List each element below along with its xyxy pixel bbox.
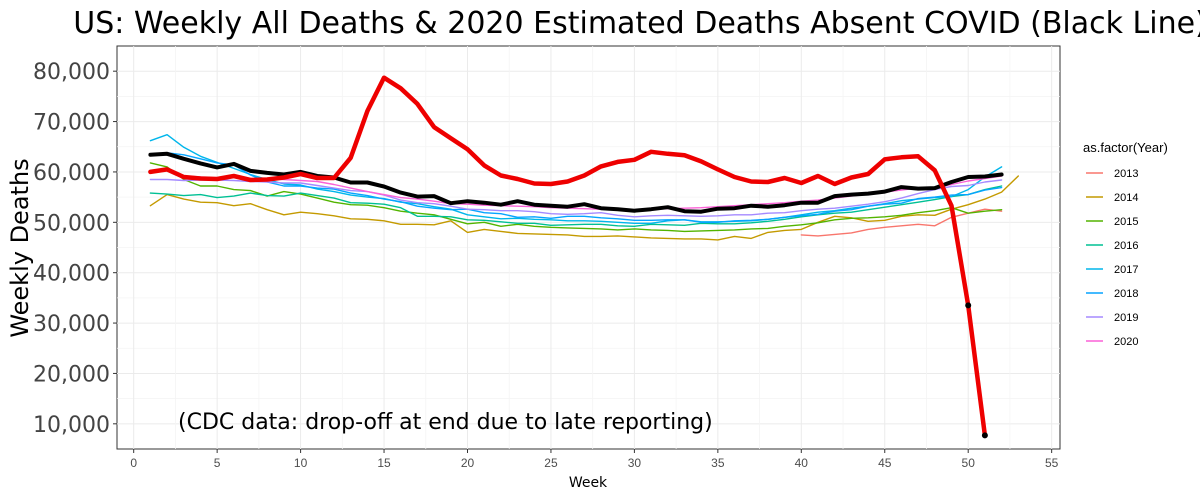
- y-tick-label: 40,000: [33, 262, 110, 287]
- x-tick-label: 55: [1045, 456, 1059, 470]
- y-tick-label: 50,000: [33, 211, 110, 236]
- legend-title: as.factor(Year): [1083, 140, 1168, 155]
- chart-title: US: Weekly All Deaths & 2020 Estimated D…: [73, 6, 1200, 41]
- x-tick-label: 35: [711, 456, 725, 470]
- y-tick-label: 70,000: [33, 111, 110, 136]
- y-axis-title: Weekly Deaths: [6, 158, 34, 337]
- annotation-text: (CDC data: drop-off at end due to late r…: [178, 410, 713, 435]
- y-tick-label: 80,000: [33, 60, 110, 85]
- legend-label: 2013: [1114, 168, 1138, 180]
- end-point-marker: [965, 302, 972, 309]
- legend-label: 2018: [1114, 288, 1138, 300]
- x-axis-title: Week: [569, 475, 608, 491]
- all-deaths-2020-line: [148, 75, 988, 438]
- series-line-2018: [149, 152, 1003, 224]
- grid-lines: [117, 46, 1060, 449]
- x-tick-label: 10: [294, 456, 308, 470]
- series-line-2014: [149, 175, 1019, 241]
- x-tick-label: 20: [461, 456, 475, 470]
- x-tick-label: 40: [795, 456, 809, 470]
- legend-label: 2016: [1114, 240, 1138, 252]
- estimated-absent-covid-line: [148, 151, 1004, 214]
- series-line-2019: [149, 178, 1003, 218]
- legend-label: 2019: [1114, 312, 1138, 324]
- end-point-marker: [981, 432, 988, 439]
- legend-label: 2015: [1114, 216, 1138, 228]
- legend-label: 2014: [1114, 192, 1138, 204]
- x-axis: 0 5 10 15 20 25 30 35 40 45 50 55: [130, 449, 1059, 470]
- x-tick-label: 50: [962, 456, 976, 470]
- x-tick-label: 5: [214, 456, 221, 470]
- x-tick-label: 25: [544, 456, 558, 470]
- y-tick-label: 10,000: [33, 413, 110, 438]
- y-axis: 10,000 20,000 30,000 40,000 50,000 60,000 70,0…: [33, 60, 117, 438]
- legend-label: 2020: [1114, 336, 1138, 348]
- y-tick-label: 60,000: [33, 161, 110, 186]
- y-tick-label: 20,000: [33, 362, 110, 387]
- legend-label: 2017: [1114, 264, 1138, 276]
- legend: as.factor(Year) 2013 2014 2015 2016 2017 2018…: [1083, 140, 1168, 348]
- series-line-2015: [149, 162, 1003, 233]
- y-tick-label: 30,000: [33, 312, 110, 337]
- x-tick-label: 45: [878, 456, 892, 470]
- series-layer: [148, 75, 1019, 439]
- x-tick-label: 30: [628, 456, 642, 470]
- series-line-2016: [149, 185, 1003, 228]
- x-tick-label: 15: [377, 456, 391, 470]
- x-tick-label: 0: [130, 456, 137, 470]
- series-line-2017: [149, 133, 1003, 225]
